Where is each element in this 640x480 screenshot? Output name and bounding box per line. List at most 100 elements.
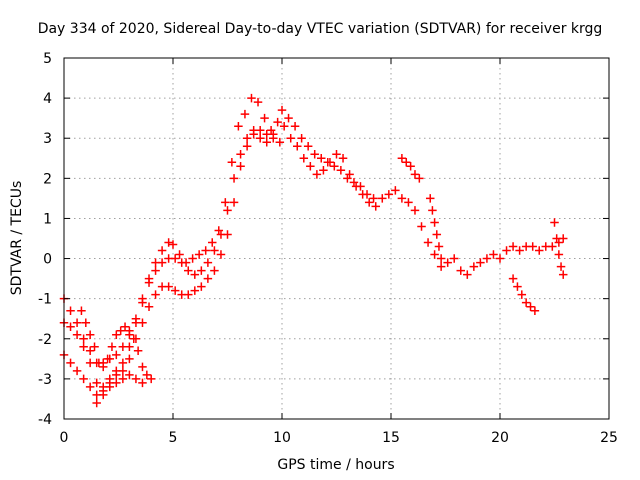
data-point bbox=[430, 250, 439, 259]
data-point bbox=[125, 370, 134, 380]
series-arc-8 bbox=[425, 194, 446, 263]
data-point bbox=[129, 334, 139, 344]
data-point bbox=[203, 258, 213, 267]
x-axis-label: GPS time / hours bbox=[277, 457, 394, 473]
data-point bbox=[273, 117, 282, 127]
data-point bbox=[201, 246, 210, 255]
data-point bbox=[508, 274, 518, 283]
series-arc-2 bbox=[59, 125, 285, 400]
data-point bbox=[432, 230, 442, 239]
data-point bbox=[482, 254, 492, 263]
data-point bbox=[197, 282, 206, 291]
data-point bbox=[138, 318, 147, 327]
data-point bbox=[495, 254, 505, 263]
data-point bbox=[513, 282, 522, 291]
data-point bbox=[92, 398, 101, 408]
data-point bbox=[168, 240, 178, 249]
data-point bbox=[112, 370, 121, 380]
data-point bbox=[170, 286, 180, 295]
y-tick-label: 2 bbox=[43, 171, 52, 187]
data-point bbox=[286, 133, 295, 143]
data-point bbox=[552, 234, 561, 243]
data-point bbox=[112, 350, 121, 360]
data-point bbox=[293, 141, 302, 151]
data-point bbox=[216, 250, 226, 259]
data-point bbox=[456, 266, 466, 275]
data-point bbox=[517, 290, 527, 299]
data-point bbox=[144, 302, 154, 311]
data-point bbox=[558, 270, 568, 279]
data-point bbox=[489, 250, 498, 259]
y-tick-label: -3 bbox=[38, 372, 52, 388]
data-point bbox=[94, 358, 104, 368]
data-point bbox=[72, 366, 82, 376]
data-point bbox=[378, 194, 387, 203]
y-tick-label: -1 bbox=[38, 292, 52, 308]
data-point bbox=[164, 282, 173, 291]
data-point bbox=[269, 129, 278, 139]
data-point bbox=[430, 218, 439, 227]
data-point bbox=[415, 174, 424, 183]
data-point bbox=[194, 250, 204, 259]
data-point bbox=[550, 218, 559, 227]
data-point bbox=[190, 270, 200, 279]
data-point bbox=[66, 358, 75, 368]
series-arc-10 bbox=[550, 218, 568, 279]
data-point bbox=[316, 154, 326, 163]
data-point bbox=[402, 158, 411, 167]
data-point bbox=[336, 166, 346, 175]
data-point bbox=[142, 370, 152, 380]
data-point bbox=[425, 194, 435, 203]
data-point bbox=[157, 258, 167, 267]
data-point bbox=[279, 121, 289, 131]
data-point bbox=[349, 178, 359, 187]
data-point bbox=[338, 154, 348, 163]
data-point bbox=[323, 158, 333, 167]
data-point bbox=[79, 374, 88, 384]
data-point bbox=[384, 190, 394, 199]
data-point bbox=[184, 266, 193, 275]
data-point bbox=[423, 238, 433, 247]
data-point bbox=[120, 322, 130, 331]
data-point bbox=[133, 346, 143, 356]
data-point bbox=[79, 334, 88, 344]
data-point bbox=[164, 238, 173, 247]
data-point bbox=[406, 162, 415, 171]
data-point bbox=[436, 262, 446, 271]
data-point bbox=[234, 121, 243, 131]
x-tick-label: 15 bbox=[382, 430, 400, 446]
data-point bbox=[255, 133, 265, 143]
data-point bbox=[190, 286, 200, 295]
data-point bbox=[151, 290, 160, 299]
data-point bbox=[118, 374, 128, 384]
series-arc-7 bbox=[397, 154, 424, 183]
data-point bbox=[247, 93, 256, 103]
y-axis-label: SDTVAR / TECUs bbox=[9, 181, 25, 296]
data-point bbox=[138, 378, 147, 388]
data-point bbox=[428, 206, 437, 215]
data-point bbox=[310, 150, 319, 159]
data-point bbox=[397, 154, 407, 163]
data-point bbox=[138, 362, 147, 372]
data-point bbox=[417, 222, 426, 231]
data-point bbox=[530, 306, 540, 315]
data-point bbox=[138, 298, 147, 307]
series-arc-5 bbox=[92, 370, 147, 408]
data-point bbox=[98, 362, 108, 372]
data-point bbox=[332, 150, 341, 159]
data-point bbox=[81, 318, 91, 327]
data-point bbox=[443, 258, 452, 267]
data-point bbox=[85, 382, 95, 392]
data-point bbox=[526, 302, 535, 311]
data-point bbox=[146, 374, 156, 384]
data-point bbox=[242, 133, 252, 143]
data-point bbox=[236, 150, 245, 159]
data-point bbox=[528, 242, 537, 251]
x-tick-label: 20 bbox=[491, 430, 509, 446]
data-point bbox=[362, 190, 372, 199]
data-point bbox=[369, 194, 378, 203]
data-point bbox=[210, 266, 219, 275]
series-arc-1 bbox=[59, 93, 568, 392]
data-point bbox=[116, 326, 125, 336]
